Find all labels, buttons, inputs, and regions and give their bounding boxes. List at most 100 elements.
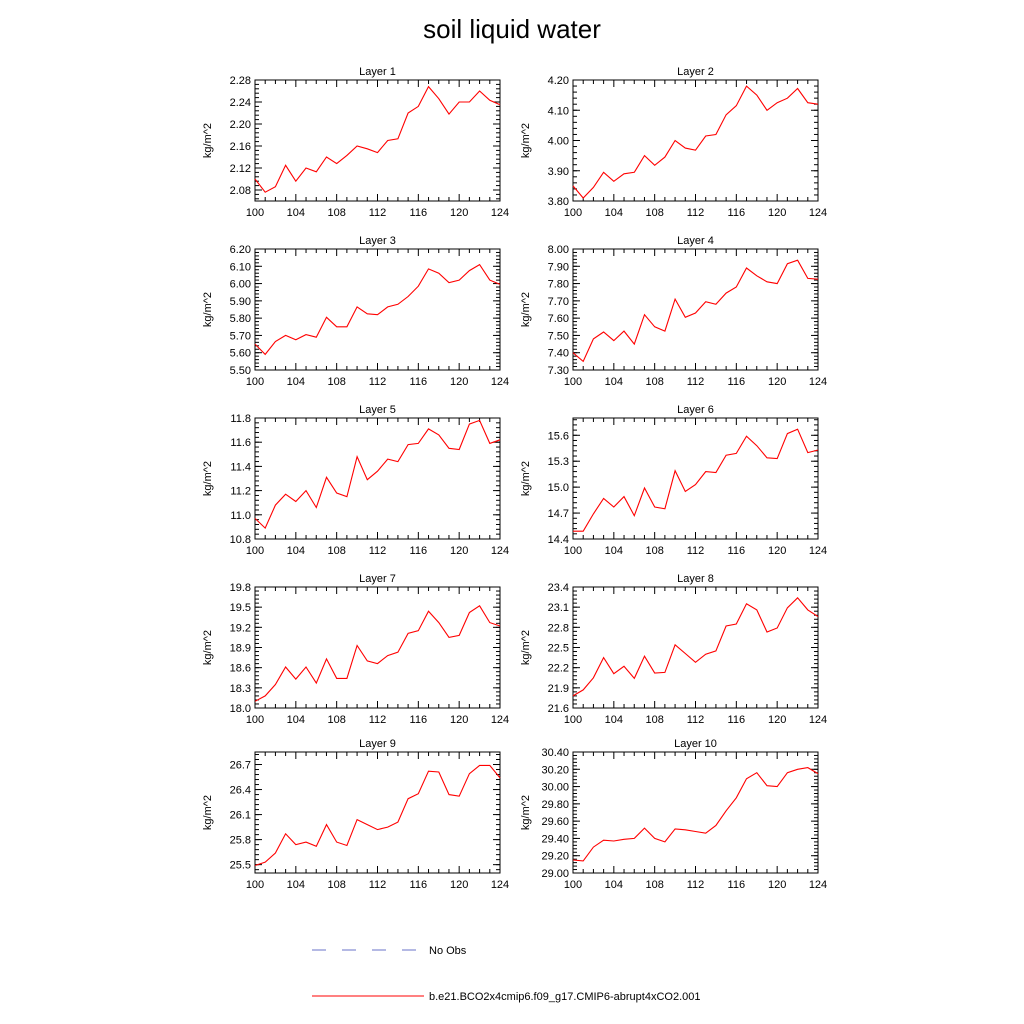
y-tick-label: 14.7	[548, 508, 569, 520]
plot-frame	[572, 417, 819, 540]
y-tick-label: 2.28	[230, 75, 251, 87]
y-axis-label: kg/m^2	[202, 795, 214, 830]
panel-title: Layer 8	[677, 573, 714, 585]
y-tick-label: 29.20	[541, 851, 569, 863]
x-tick-label: 100	[246, 714, 264, 726]
plot-frame	[254, 79, 501, 202]
x-tick-label: 104	[287, 376, 305, 388]
y-tick-label: 7.60	[548, 313, 569, 325]
plot-frame	[572, 586, 819, 709]
y-axis-label: kg/m^2	[520, 630, 532, 665]
x-tick-label: 108	[645, 879, 663, 891]
y-tick-label: 18.6	[230, 663, 251, 675]
x-tick-label: 104	[605, 376, 623, 388]
y-tick-label: 2.20	[230, 119, 251, 131]
y-tick-label: 6.00	[230, 279, 251, 291]
y-tick-label: 3.80	[548, 196, 569, 208]
x-tick-label: 112	[687, 207, 705, 219]
x-tick-label: 104	[287, 879, 305, 891]
panel-title: Layer 6	[677, 404, 714, 416]
series-line	[254, 419, 501, 530]
y-tick-label: 7.30	[548, 365, 569, 377]
x-tick-label: 116	[728, 545, 746, 557]
panel-title: Layer 7	[359, 573, 396, 585]
x-tick-label: 112	[369, 207, 387, 219]
plot-frame	[572, 79, 819, 202]
x-tick-label: 104	[605, 714, 623, 726]
y-tick-label: 6.20	[230, 244, 251, 256]
y-tick-label: 6.10	[230, 261, 251, 273]
x-tick-label: 124	[809, 207, 827, 219]
y-tick-label: 7.40	[548, 348, 569, 360]
y-tick-label: 15.3	[548, 456, 569, 468]
x-tick-label: 108	[645, 207, 663, 219]
panel-4: Layer 4 100 104 108 112 116 120 124 7.30 7.40 7.50…	[520, 235, 827, 388]
y-tick-label: 19.8	[230, 582, 251, 594]
x-tick-label: 116	[728, 879, 746, 891]
y-tick-label: 7.90	[548, 261, 569, 273]
y-tick-label: 18.0	[230, 703, 251, 715]
y-tick-label: 18.3	[230, 683, 251, 695]
x-tick-label: 100	[246, 879, 264, 891]
figure-title: soil liquid water	[423, 14, 601, 44]
y-tick-label: 23.1	[548, 602, 569, 614]
series-line	[572, 259, 819, 363]
y-axis-label: kg/m^2	[520, 795, 532, 830]
y-tick-label: 5.60	[230, 348, 251, 360]
x-tick-label: 124	[491, 714, 509, 726]
y-tick-label: 26.4	[230, 785, 251, 797]
x-tick-label: 120	[450, 207, 468, 219]
x-tick-label: 108	[327, 207, 345, 219]
y-tick-label: 4.00	[548, 136, 569, 148]
x-tick-label: 112	[369, 879, 387, 891]
x-tick-label: 108	[645, 714, 663, 726]
series-line	[254, 764, 501, 867]
series-line	[572, 85, 819, 199]
legend: No Obs b.e21.BCO2x4cmip6.f09_g17.CMIP6-ab…	[312, 945, 701, 1003]
x-tick-label: 100	[246, 545, 264, 557]
y-tick-label: 29.00	[541, 868, 569, 880]
y-axis-label: kg/m^2	[202, 292, 214, 327]
x-tick-label: 112	[687, 376, 705, 388]
y-tick-label: 30.40	[541, 747, 569, 759]
y-axis-label: kg/m^2	[520, 292, 532, 327]
x-tick-label: 120	[450, 714, 468, 726]
y-tick-label: 4.20	[548, 75, 569, 87]
x-tick-label: 100	[564, 207, 582, 219]
panel-10: Layer 10 100 104 108 112 116 120 124 29.00 29.20 2…	[520, 738, 827, 891]
panel-9: Layer 9 100 104 108 112 116 120 124 25.5 25.8 26.1…	[202, 738, 509, 891]
x-tick-label: 108	[327, 714, 345, 726]
y-tick-label: 5.90	[230, 296, 251, 308]
plot-frame	[572, 248, 819, 371]
y-tick-label: 10.8	[230, 534, 251, 546]
y-axis-label: kg/m^2	[520, 461, 532, 496]
y-tick-label: 7.70	[548, 296, 569, 308]
panel-7: Layer 7 100 104 108 112 116 120 124 18.0 18.3 18.6…	[202, 573, 509, 726]
y-tick-label: 11.8	[230, 413, 251, 425]
panel-title: Layer 3	[359, 235, 396, 247]
x-tick-label: 100	[564, 714, 582, 726]
y-tick-label: 30.00	[541, 782, 569, 794]
panel-3: Layer 3 100 104 108 112 116 120 124 5.50 5.60 5.70…	[202, 235, 509, 388]
panel-title: Layer 9	[359, 738, 396, 750]
y-tick-label: 18.9	[230, 643, 251, 655]
y-tick-label: 22.5	[548, 643, 569, 655]
y-tick-label: 19.2	[230, 622, 251, 634]
y-tick-label: 7.80	[548, 279, 569, 291]
x-tick-label: 100	[564, 376, 582, 388]
y-tick-label: 15.0	[548, 482, 569, 494]
x-tick-label: 116	[410, 545, 428, 557]
y-tick-label: 22.2	[548, 663, 569, 675]
plot-frame	[572, 751, 819, 874]
y-axis-label: kg/m^2	[202, 461, 214, 496]
y-tick-label: 2.24	[230, 97, 251, 109]
x-tick-label: 104	[287, 545, 305, 557]
y-tick-label: 15.6	[548, 430, 569, 442]
y-tick-label: 25.5	[230, 860, 251, 872]
y-tick-label: 7.50	[548, 330, 569, 342]
y-tick-label: 29.40	[541, 833, 569, 845]
x-tick-label: 116	[410, 376, 428, 388]
series-line	[254, 605, 501, 702]
panel-1: Layer 1 100 104 108 112 116 120 124 2.08 2.12 2.16…	[202, 66, 509, 219]
panel-title: Layer 1	[359, 66, 396, 78]
